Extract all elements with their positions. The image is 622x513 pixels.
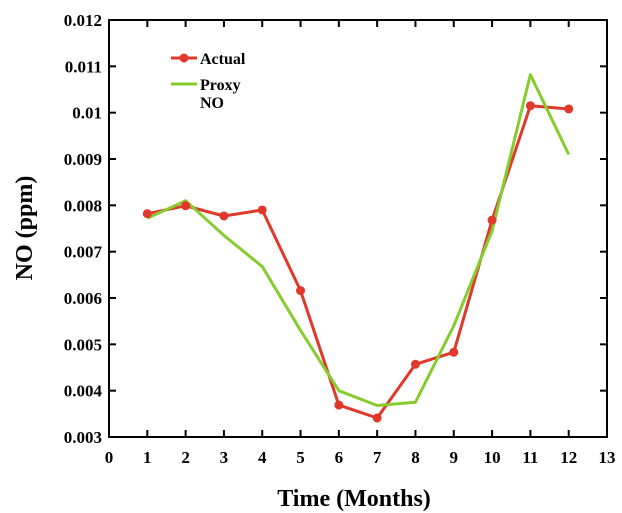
x-tick-label: 13 bbox=[599, 448, 616, 467]
x-tick-label: 8 bbox=[411, 448, 420, 467]
legend: Actual Proxy NO bbox=[171, 51, 246, 112]
data-point bbox=[372, 413, 382, 423]
x-axis-title: Time (Months) bbox=[277, 486, 431, 512]
x-tick-label: 3 bbox=[220, 448, 229, 467]
x-tick-label: 7 bbox=[373, 448, 382, 467]
x-tick-label: 4 bbox=[258, 448, 267, 467]
y-tick-label: 0.003 bbox=[64, 428, 102, 447]
y-tick-label: 0.007 bbox=[64, 243, 103, 262]
data-point bbox=[449, 347, 459, 357]
x-tick-label: 9 bbox=[450, 448, 459, 467]
y-axis: 0.003 0.004 0.005 0.006 0.007 0.008 0.009 0.01 0… bbox=[64, 11, 607, 447]
x-tick-label: 5 bbox=[296, 448, 305, 467]
x-tick-label: 11 bbox=[522, 448, 538, 467]
x-tick-label: 0 bbox=[105, 448, 114, 467]
y-tick-label: 0.009 bbox=[64, 150, 102, 169]
legend-label-proxy-line2: NO bbox=[200, 95, 224, 112]
y-tick-label: 0.011 bbox=[65, 57, 102, 76]
y-tick-label: 0.012 bbox=[64, 11, 102, 30]
x-tick-label: 10 bbox=[484, 448, 501, 467]
data-point bbox=[181, 201, 191, 211]
data-point bbox=[296, 286, 306, 296]
y-tick-label: 0.006 bbox=[64, 289, 102, 308]
y-tick-label: 0.004 bbox=[64, 382, 103, 401]
x-tick-label: 2 bbox=[181, 448, 190, 467]
series-lines bbox=[146, 73, 571, 420]
x-tick-label: 1 bbox=[143, 448, 152, 467]
data-point bbox=[487, 215, 497, 225]
x-tick-label: 6 bbox=[335, 448, 344, 467]
data-point bbox=[525, 101, 535, 111]
data-point bbox=[219, 211, 229, 221]
y-tick-label: 0.005 bbox=[64, 335, 102, 354]
plot-frame bbox=[108, 19, 608, 438]
series-markers bbox=[142, 101, 574, 423]
x-tick-label: 12 bbox=[560, 448, 577, 467]
legend-marker-actual bbox=[179, 53, 189, 63]
data-point bbox=[142, 209, 152, 219]
y-tick-label: 0.01 bbox=[72, 104, 102, 123]
y-tick-label: 0.008 bbox=[64, 196, 102, 215]
x-axis: 0 1 2 3 4 5 6 7 8 9 10 11 12 13 bbox=[105, 20, 616, 467]
data-point bbox=[410, 359, 420, 369]
series-line-1 bbox=[146, 73, 571, 407]
data-point bbox=[564, 104, 574, 114]
legend-label-actual: Actual bbox=[200, 51, 246, 68]
legend-label-proxy: Proxy bbox=[200, 77, 241, 94]
data-point bbox=[257, 205, 267, 215]
series-line-0 bbox=[147, 104, 569, 420]
y-axis-title: NO (ppm) bbox=[12, 176, 38, 281]
data-point bbox=[334, 400, 344, 410]
